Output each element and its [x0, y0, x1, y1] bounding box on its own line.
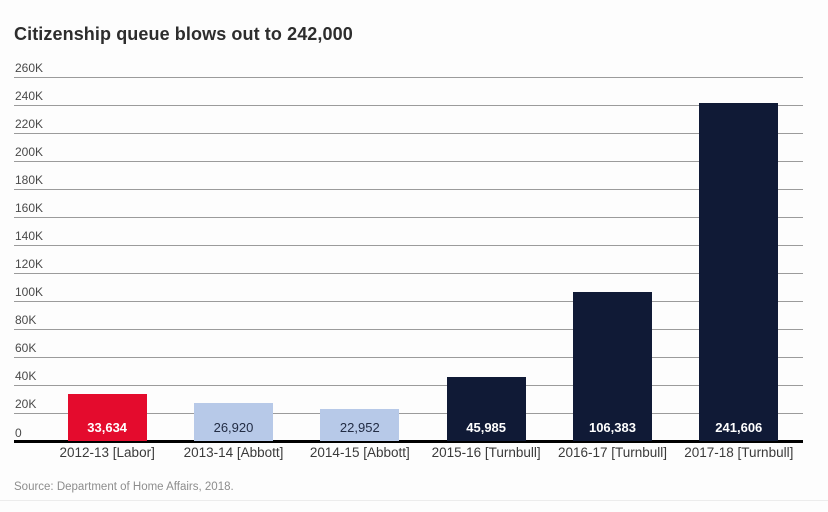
x-axis-category-label: 2015-16 [Turnbull] — [431, 445, 541, 460]
y-tick-label: 0 — [15, 426, 22, 440]
x-axis-line: 0 — [14, 426, 803, 443]
bar: 22,952 — [320, 409, 400, 441]
gridline: 180K — [14, 173, 803, 190]
bar-value-label: 106,383 — [588, 420, 636, 435]
bar-value-label: 241,606 — [715, 420, 763, 435]
y-tick-label: 200K — [15, 145, 44, 159]
bar-value-label: 26,920 — [213, 420, 254, 435]
bar: 106,383 — [572, 292, 652, 441]
x-axis-category-label: 2016-17 [Turnbull] — [557, 445, 668, 460]
bar: 241,606 — [699, 103, 779, 441]
x-axis-category-label: 2013-14 [Abbott] — [183, 445, 284, 460]
bottom-divider — [0, 500, 828, 501]
source-note: Source: Department of Home Affairs, 2018… — [14, 481, 234, 493]
bar-slot: 33,634 — [44, 77, 170, 441]
bar: 26,920 — [193, 403, 273, 441]
x-axis-category-label: 2017-18 [Turnbull] — [684, 445, 794, 460]
gridline: 60K — [14, 341, 803, 358]
y-tick-label: 260K — [15, 61, 44, 75]
y-tick-label: 100K — [15, 285, 44, 299]
bar-value-label: 45,985 — [466, 420, 507, 435]
bar-slot: 26,920 — [170, 77, 296, 441]
gridline: 240K — [14, 89, 803, 106]
x-axis-category-label: 2014-15 [Abbott] — [309, 445, 410, 460]
y-tick-label: 20K — [15, 397, 37, 411]
bar-chart: 260K 240K 220K 200K 180K 160K 140K 120K 100K 80K 6… — [14, 61, 803, 443]
chart-title: Citizenship queue blows out to 242,000 — [14, 24, 353, 44]
gridline: 120K — [14, 257, 803, 274]
y-tick-label: 80K — [15, 313, 37, 327]
gridline: 80K — [14, 313, 803, 330]
bar-slot: 45,985 — [423, 77, 549, 441]
bar-value-label: 22,952 — [339, 420, 380, 435]
y-tick-label: 40K — [15, 369, 37, 383]
x-axis-labels: 2012-13 [Labor] 2013-14 [Abbott] 2014-15 [… — [44, 445, 802, 460]
y-tick-label: 240K — [15, 89, 44, 103]
y-tick-label: 220K — [15, 117, 44, 131]
bar-value-label: 33,634 — [87, 420, 128, 435]
bars-container: 33,634 26,920 22,952 45,985 106,383 241,606 — [44, 77, 802, 441]
gridline: 20K — [14, 397, 803, 414]
y-tick-label: 160K — [15, 201, 44, 215]
x-axis-category-label: 2012-13 [Labor] — [59, 445, 155, 460]
gridline: 100K — [14, 285, 803, 302]
gridline: 220K — [14, 117, 803, 134]
y-tick-label: 180K — [15, 173, 44, 187]
bar: 45,985 — [446, 377, 526, 441]
bar-slot: 241,606 — [676, 77, 802, 441]
gridline: 40K — [14, 369, 803, 386]
y-tick-label: 60K — [15, 341, 37, 355]
bar-slot: 22,952 — [297, 77, 423, 441]
bar-slot: 106,383 — [549, 77, 675, 441]
y-tick-label: 140K — [15, 229, 44, 243]
y-tick-label: 120K — [15, 257, 44, 271]
bar: 33,634 — [67, 394, 147, 441]
gridline: 140K — [14, 229, 803, 246]
gridline: 200K — [14, 145, 803, 162]
gridline: 160K — [14, 201, 803, 218]
gridline: 260K — [14, 61, 803, 78]
